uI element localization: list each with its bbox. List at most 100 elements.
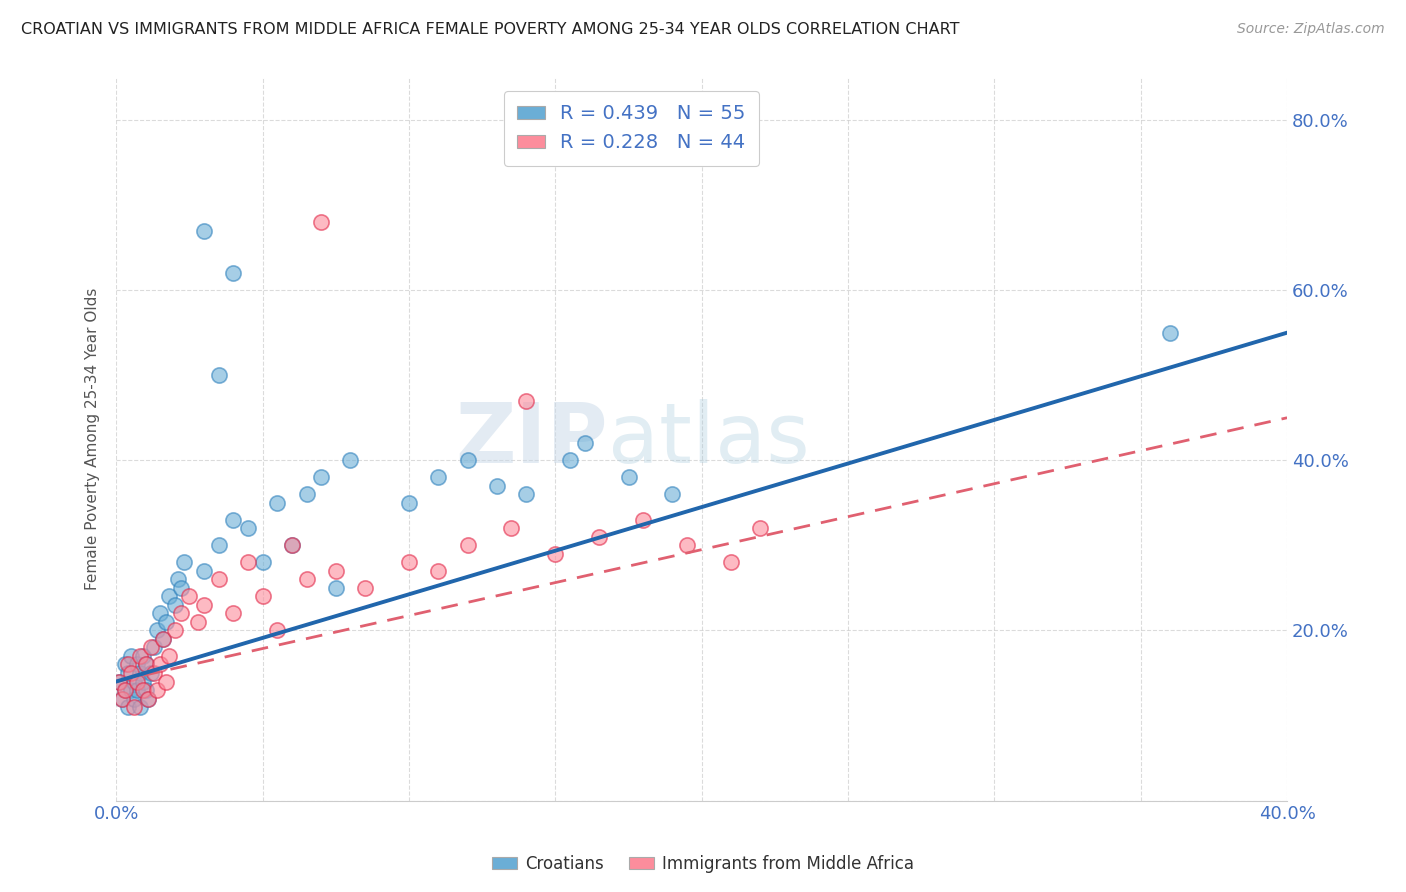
Point — [193, 564, 215, 578]
Text: CROATIAN VS IMMIGRANTS FROM MIDDLE AFRICA FEMALE POVERTY AMONG 25-34 YEAR OLDS C: CROATIAN VS IMMIGRANTS FROM MIDDLE AFRIC… — [21, 22, 959, 37]
Point — [295, 487, 318, 501]
Point — [141, 640, 163, 655]
Point — [252, 590, 274, 604]
Point — [128, 648, 150, 663]
Point — [266, 624, 288, 638]
Point — [515, 487, 537, 501]
Point — [169, 607, 191, 621]
Point — [128, 700, 150, 714]
Point — [125, 674, 148, 689]
Text: Source: ZipAtlas.com: Source: ZipAtlas.com — [1237, 22, 1385, 37]
Point — [114, 683, 136, 698]
Point — [676, 538, 699, 552]
Point — [631, 513, 654, 527]
Text: ZIP: ZIP — [456, 399, 607, 480]
Point — [325, 564, 347, 578]
Point — [163, 598, 186, 612]
Point — [131, 683, 153, 698]
Point — [131, 674, 153, 689]
Point — [135, 683, 157, 698]
Point — [558, 453, 581, 467]
Point — [252, 555, 274, 569]
Point — [588, 530, 610, 544]
Point — [157, 590, 180, 604]
Point — [138, 691, 160, 706]
Point — [208, 368, 231, 383]
Point — [236, 521, 259, 535]
Point — [163, 624, 186, 638]
Point — [155, 674, 177, 689]
Point — [149, 657, 172, 672]
Point — [208, 573, 231, 587]
Point — [222, 266, 245, 280]
Point — [295, 573, 318, 587]
Point — [141, 665, 163, 680]
Point — [309, 215, 332, 229]
Point — [108, 674, 131, 689]
Point — [179, 590, 201, 604]
Point — [544, 547, 567, 561]
Point — [208, 538, 231, 552]
Point — [122, 700, 145, 714]
Point — [574, 436, 596, 450]
Point — [222, 513, 245, 527]
Point — [661, 487, 683, 501]
Point — [146, 624, 169, 638]
Point — [169, 581, 191, 595]
Point — [125, 657, 148, 672]
Point — [617, 470, 640, 484]
Point — [749, 521, 772, 535]
Point — [120, 665, 142, 680]
Point — [108, 674, 131, 689]
Point — [485, 479, 508, 493]
Point — [128, 665, 150, 680]
Point — [114, 657, 136, 672]
Point — [120, 683, 142, 698]
Point — [339, 453, 361, 467]
Point — [325, 581, 347, 595]
Point — [152, 632, 174, 646]
Point — [398, 555, 420, 569]
Point — [193, 598, 215, 612]
Point — [309, 470, 332, 484]
Point — [155, 615, 177, 629]
Point — [122, 674, 145, 689]
Point — [398, 496, 420, 510]
Point — [111, 691, 134, 706]
Point — [354, 581, 377, 595]
Point — [427, 564, 450, 578]
Point — [501, 521, 523, 535]
Point — [222, 607, 245, 621]
Point — [135, 657, 157, 672]
Point — [125, 683, 148, 698]
Point — [117, 657, 139, 672]
Point — [193, 224, 215, 238]
Legend: Croatians, Immigrants from Middle Africa: Croatians, Immigrants from Middle Africa — [485, 848, 921, 880]
Legend: R = 0.439   N = 55, R = 0.228   N = 44: R = 0.439 N = 55, R = 0.228 N = 44 — [503, 91, 759, 166]
Point — [173, 555, 195, 569]
Point — [515, 393, 537, 408]
Y-axis label: Female Poverty Among 25-34 Year Olds: Female Poverty Among 25-34 Year Olds — [86, 288, 100, 591]
Point — [720, 555, 742, 569]
Point — [187, 615, 209, 629]
Point — [457, 538, 479, 552]
Point — [1159, 326, 1181, 340]
Point — [131, 648, 153, 663]
Point — [111, 691, 134, 706]
Point — [114, 683, 136, 698]
Point — [152, 632, 174, 646]
Point — [457, 453, 479, 467]
Point — [427, 470, 450, 484]
Text: atlas: atlas — [607, 399, 810, 480]
Point — [157, 648, 180, 663]
Point — [135, 657, 157, 672]
Point — [149, 607, 172, 621]
Point — [117, 700, 139, 714]
Point — [143, 640, 166, 655]
Point — [166, 573, 188, 587]
Point — [143, 665, 166, 680]
Point — [138, 691, 160, 706]
Point — [122, 691, 145, 706]
Point — [281, 538, 304, 552]
Point — [117, 665, 139, 680]
